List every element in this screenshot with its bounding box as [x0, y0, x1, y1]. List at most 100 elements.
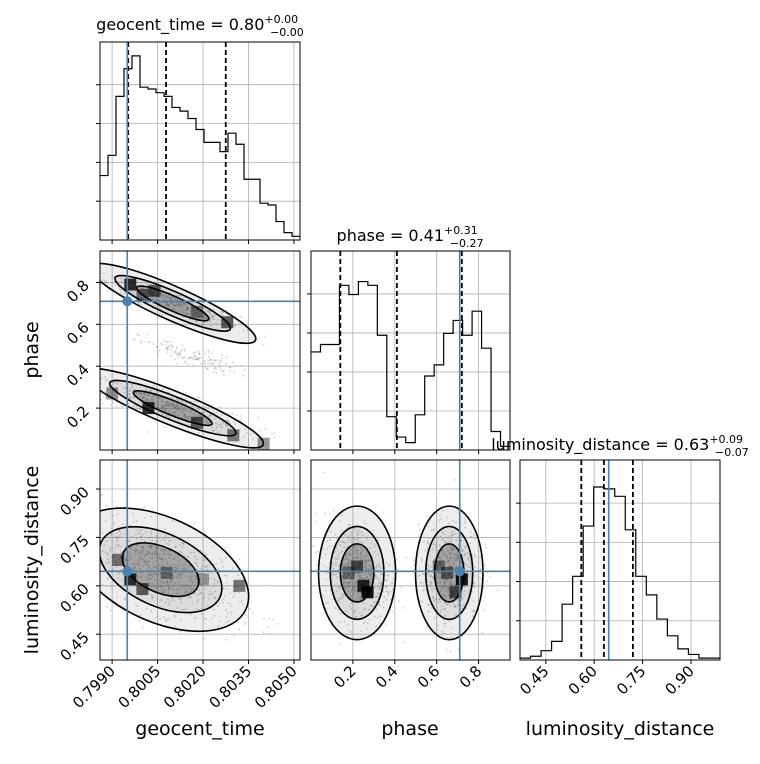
sample-point [225, 638, 228, 641]
sample-point [338, 588, 341, 591]
sample-point [134, 567, 137, 569]
sample-point [168, 296, 170, 298]
contour-line [100, 526, 223, 614]
sample-point [132, 291, 134, 294]
sample-point [161, 297, 164, 300]
sample-point [225, 609, 228, 611]
sample-point [212, 429, 215, 432]
sample-point [142, 546, 145, 549]
sample-point [213, 614, 216, 617]
sample-point [105, 551, 107, 554]
sample-point [356, 534, 359, 536]
sample-point [156, 406, 159, 408]
sample-point [178, 572, 181, 575]
sample-point [157, 403, 160, 406]
sample-point [385, 624, 388, 626]
sample-point [441, 549, 444, 551]
sample-point [215, 427, 218, 430]
sample-point [166, 295, 169, 298]
sample-point [187, 307, 190, 310]
sample-point [187, 307, 190, 310]
sample-point [193, 356, 195, 359]
sample-point [138, 551, 140, 554]
sample-point [437, 582, 440, 585]
sample-point [128, 555, 131, 557]
sample-point [140, 551, 143, 554]
sample-point [421, 600, 424, 603]
sample-point [347, 572, 350, 575]
sample-point [207, 351, 210, 354]
sample-point [315, 520, 318, 523]
sample-point [428, 581, 431, 583]
sample-point [166, 536, 169, 539]
sample-point [142, 286, 145, 289]
sample-point [147, 574, 150, 577]
sample-point [470, 577, 473, 580]
sample-point [150, 573, 152, 576]
sample-point [472, 586, 475, 589]
sample-point [131, 404, 134, 407]
sample-point [105, 562, 107, 564]
sample-point [132, 567, 135, 570]
sample-point [172, 404, 175, 407]
sample-point [195, 575, 198, 578]
sample-point [355, 549, 358, 552]
sample-point [157, 537, 160, 539]
sample-point [174, 414, 177, 416]
sample-point [120, 279, 123, 281]
sample-point [258, 429, 261, 432]
sample-point [453, 605, 455, 608]
sample-point [150, 515, 153, 518]
sample-point [346, 558, 349, 560]
sample-point [167, 543, 170, 546]
sample-point [484, 596, 486, 599]
sample-point [182, 608, 184, 611]
sample-point [385, 578, 388, 581]
sample-point [155, 534, 158, 537]
sample-point [349, 560, 351, 563]
sample-point [315, 563, 318, 566]
sample-point [435, 598, 438, 601]
sample-point [215, 422, 218, 425]
sample-point [433, 616, 436, 619]
sample-point [450, 584, 453, 587]
sample-point [211, 429, 214, 432]
sample-point [446, 561, 448, 563]
sample-point [184, 361, 187, 364]
sample-point [464, 546, 467, 549]
sample-point [118, 530, 121, 532]
sample-point [188, 313, 191, 315]
sample-point [176, 592, 179, 595]
sample-point [240, 419, 243, 422]
sample-point [102, 550, 104, 552]
sample-point [105, 282, 108, 284]
sample-point [238, 601, 241, 603]
sample-point [356, 531, 359, 534]
sample-point [457, 603, 459, 606]
sample-point [111, 568, 114, 571]
sample-point [336, 536, 338, 539]
sample-point [144, 392, 147, 394]
sample-point [461, 597, 464, 600]
sample-point [339, 621, 342, 624]
sample-point [162, 537, 165, 540]
sample-point [180, 598, 183, 601]
sample-point [128, 397, 131, 399]
sample-point [432, 595, 435, 598]
sample-point [183, 567, 186, 569]
sample-point [195, 308, 198, 311]
sample-point [474, 575, 476, 577]
sample-point [365, 627, 368, 630]
histogram-luminosity_distance [520, 486, 720, 659]
title-minus-error: −0.00 [270, 26, 304, 39]
sample-point [163, 548, 166, 551]
sample-point [325, 602, 327, 604]
sample-point [164, 539, 167, 541]
sample-point [369, 565, 372, 568]
sample-point [83, 530, 85, 532]
sample-point [167, 552, 170, 555]
sample-point [203, 416, 206, 419]
sample-point [217, 568, 220, 570]
sample-point [440, 600, 442, 603]
sample-point [12, 507, 14, 509]
